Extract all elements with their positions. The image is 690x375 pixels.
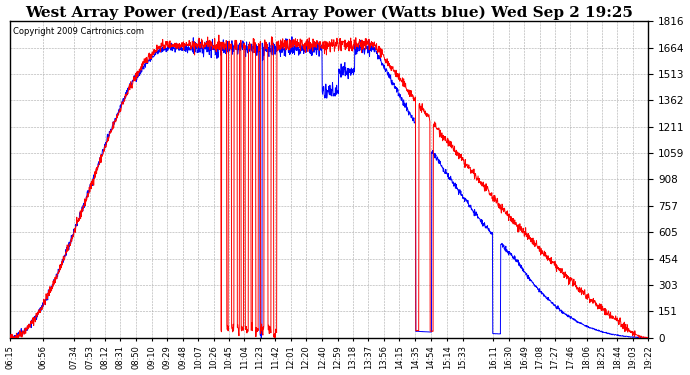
Title: West Array Power (red)/East Array Power (Watts blue) Wed Sep 2 19:25: West Array Power (red)/East Array Power … bbox=[26, 6, 633, 20]
Text: Copyright 2009 Cartronics.com: Copyright 2009 Cartronics.com bbox=[13, 27, 144, 36]
